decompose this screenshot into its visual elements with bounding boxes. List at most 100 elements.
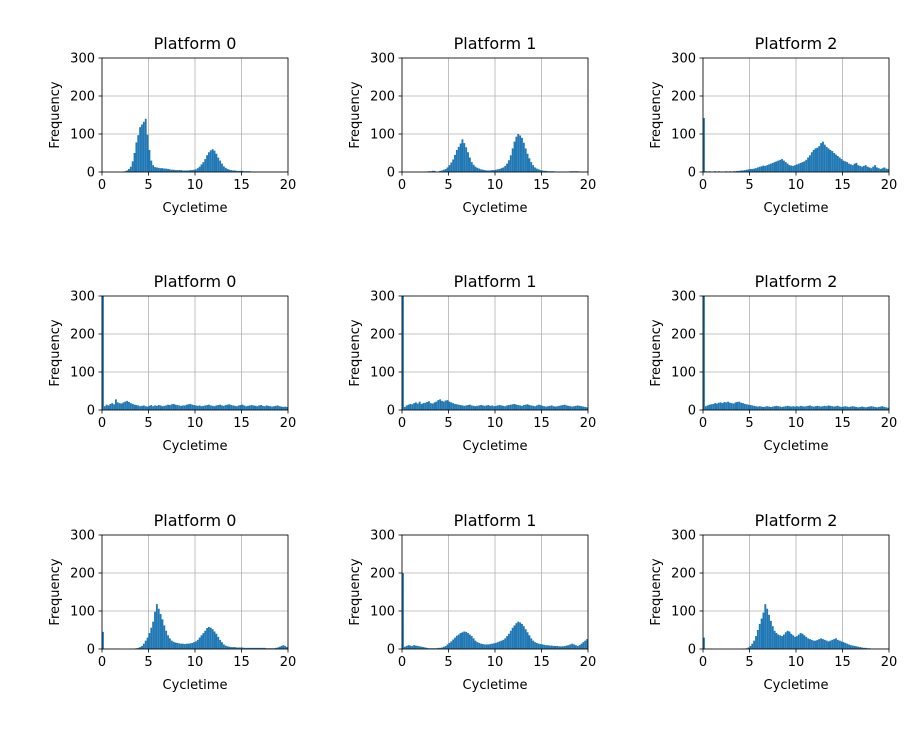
histogram-bar [769,406,772,410]
histogram-bar [745,169,748,172]
x-tick-label: 20 [580,416,597,431]
histogram-bar [428,401,430,410]
histogram-bar [584,640,587,649]
histogram-bar [528,405,531,410]
histogram-bar [716,403,718,410]
histogram-bar [222,405,225,410]
histogram-bar [248,647,251,649]
histogram-bar [124,401,127,410]
histogram-bar [519,622,522,649]
histogram-bar [537,404,540,410]
histogram-bar [481,405,484,410]
histogram-bar [239,647,242,649]
histogram-bar [481,644,484,649]
histogram-bar [450,402,453,410]
histogram-bar [111,403,114,410]
histogram-bar [178,405,181,410]
y-tick-label: 300 [671,52,696,67]
y-tick-label: 0 [87,643,95,658]
histogram-bar [411,404,414,410]
histogram-bar [409,645,412,649]
histogram-bar [139,647,142,649]
histogram-bar [235,406,238,410]
histogram-bar [851,406,854,410]
histogram-bar [755,406,757,410]
subplot-title: Platform 1 [454,511,537,530]
histogram-bar [213,150,216,172]
histogram-bar [239,405,242,410]
histogram-bar [163,625,166,649]
histogram-bar [250,405,253,410]
histogram-bar [198,166,201,172]
histogram-bar [165,405,168,410]
histogram-bar [496,169,499,172]
histogram-bar [862,165,865,172]
histogram-bar [846,406,849,410]
histogram-bar [578,405,581,410]
histogram-bar [820,638,823,649]
histogram-bar [522,142,525,172]
histogram-bar [848,406,850,410]
histogram-bar [148,405,151,410]
histogram-bar [809,155,811,172]
histogram-bar [511,627,514,649]
histogram-bar [768,164,770,172]
histogram-bar [465,147,468,172]
histogram-bar [790,406,793,410]
histogram-bar [185,170,188,172]
histogram-bar [415,645,417,649]
histogram-bar [732,403,735,410]
y-tick-label: 100 [370,128,395,143]
histogram-bar [777,634,780,649]
histogram-bar [141,405,143,410]
histogram-bar [191,170,194,172]
histogram-bar [875,167,878,172]
x-tick-label: 0 [699,655,707,670]
histogram-bar [565,645,568,649]
histogram-bar [487,170,490,172]
histogram-bar [855,162,858,172]
histogram-bar [710,404,713,410]
histogram-bar [493,643,495,649]
histogram-bar [459,405,462,410]
histogram-bar [822,406,824,410]
histogram-bar [539,405,542,410]
histogram-bar [261,405,264,410]
subplot-title: Platform 2 [755,272,838,291]
histogram-bar [814,406,817,410]
histogram-bar [208,152,210,172]
histogram-bar [141,645,143,649]
histogram-bar [254,647,257,649]
histogram-bar [586,407,588,410]
histogram-bar [235,170,238,172]
histogram-bar [513,403,516,410]
histogram-bar [548,405,551,410]
histogram-bar [517,405,520,410]
x-tick-label: 15 [834,178,851,193]
histogram-bar [463,143,466,172]
histogram-bar [485,170,488,172]
y-tick-label: 200 [671,567,696,582]
histogram-bar [727,401,730,410]
histogram-bar [248,405,251,410]
histogram-bar [219,639,222,649]
histogram-bar [500,640,503,649]
histogram-bar [495,405,497,410]
histogram-bar [861,406,863,410]
histogram-bar [532,405,535,410]
histogram-bar [422,403,425,410]
histogram-bar [444,645,447,649]
histogram-bar [534,406,536,410]
histogram-bar [480,405,482,410]
histogram-bar [230,170,233,172]
histogram-bar [541,405,544,410]
histogram-bar [402,296,404,410]
histogram-bar [822,639,824,649]
histogram-bar [280,645,283,649]
x-axis-label: Cycletime [163,439,228,454]
histogram-bar [508,633,510,649]
histogram-bar [509,404,512,410]
histogram-bar [782,634,785,649]
histogram-bar [760,406,763,410]
histogram-bar [107,405,110,410]
